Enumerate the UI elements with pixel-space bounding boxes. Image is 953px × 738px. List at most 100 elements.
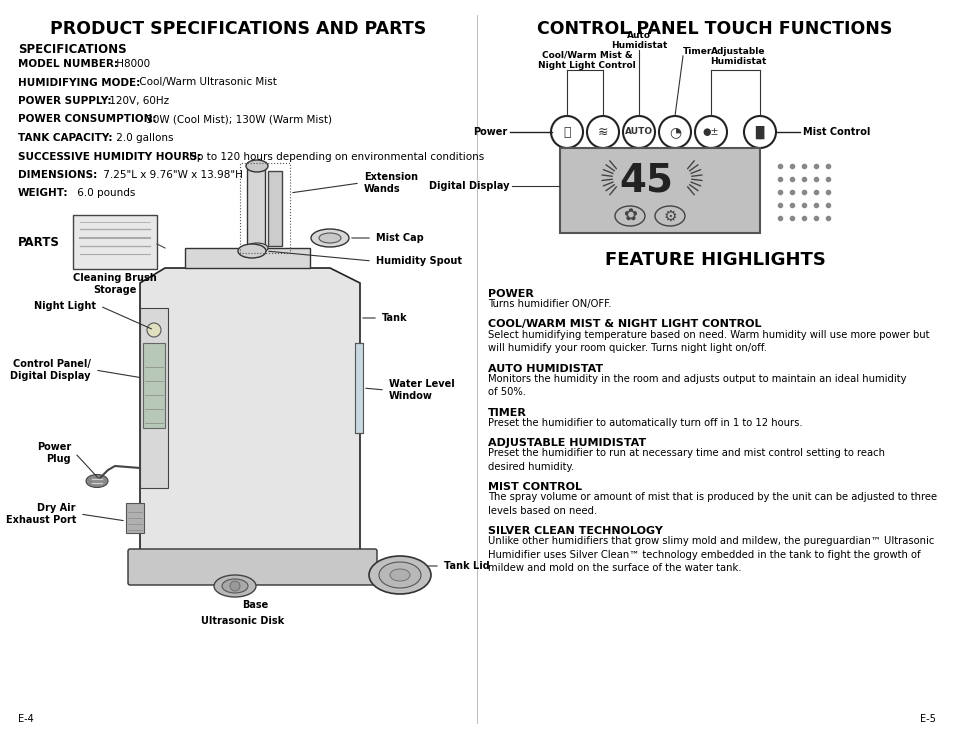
Bar xyxy=(247,168,265,248)
Text: Tank: Tank xyxy=(381,313,407,323)
Text: E-5: E-5 xyxy=(919,714,935,724)
Text: AUTO HUMIDISTAT: AUTO HUMIDISTAT xyxy=(488,364,602,373)
Text: HUMIDIFYING MODE:: HUMIDIFYING MODE: xyxy=(18,77,140,88)
Text: Water Level
Window: Water Level Window xyxy=(389,379,455,401)
Circle shape xyxy=(622,116,655,148)
Circle shape xyxy=(695,116,726,148)
Ellipse shape xyxy=(86,475,108,488)
Text: Cool/Warm Ultrasonic Mist: Cool/Warm Ultrasonic Mist xyxy=(136,77,276,88)
Text: Power
Plug: Power Plug xyxy=(37,442,71,463)
Text: POWER: POWER xyxy=(488,289,534,299)
Circle shape xyxy=(147,323,161,337)
Text: 7.25"L x 9.76"W x 13.98"H: 7.25"L x 9.76"W x 13.98"H xyxy=(100,170,243,180)
FancyBboxPatch shape xyxy=(73,215,157,269)
Text: 45: 45 xyxy=(618,162,672,199)
Text: Tank Lid: Tank Lid xyxy=(443,561,489,571)
Ellipse shape xyxy=(311,229,349,247)
Text: Power: Power xyxy=(473,127,506,137)
Text: Cleaning Brush
Storage: Cleaning Brush Storage xyxy=(73,273,156,294)
Bar xyxy=(355,343,363,433)
Text: Timer: Timer xyxy=(682,47,712,56)
Text: TIMER: TIMER xyxy=(488,407,526,418)
Text: ⚙: ⚙ xyxy=(662,209,676,224)
Text: Dry Air
Exhaust Port: Dry Air Exhaust Port xyxy=(6,503,76,525)
Text: Turns humidifier ON/OFF.: Turns humidifier ON/OFF. xyxy=(488,299,611,309)
Ellipse shape xyxy=(378,562,420,588)
Circle shape xyxy=(230,581,240,591)
Text: DIMENSIONS:: DIMENSIONS: xyxy=(18,170,97,180)
FancyBboxPatch shape xyxy=(128,549,376,585)
Text: POWER CONSUMPTION:: POWER CONSUMPTION: xyxy=(18,114,156,125)
Ellipse shape xyxy=(213,575,255,597)
Ellipse shape xyxy=(246,160,268,172)
Text: levels based on need.: levels based on need. xyxy=(488,506,597,516)
Text: ADJUSTABLE HUMIDISTAT: ADJUSTABLE HUMIDISTAT xyxy=(488,438,645,448)
Text: SPECIFICATIONS: SPECIFICATIONS xyxy=(18,43,127,56)
Text: 6.0 pounds: 6.0 pounds xyxy=(74,188,135,199)
Text: Select humidifying temperature based on need. Warm humidity will use more power : Select humidifying temperature based on … xyxy=(488,329,928,339)
Text: Mist Control: Mist Control xyxy=(802,127,869,137)
Text: COOL/WARM MIST & NIGHT LIGHT CONTROL: COOL/WARM MIST & NIGHT LIGHT CONTROL xyxy=(488,320,760,329)
Bar xyxy=(140,308,168,488)
Text: 2.0 gallons: 2.0 gallons xyxy=(112,133,173,143)
Text: POWER SUPPLY:: POWER SUPPLY: xyxy=(18,96,112,106)
Text: PARTS: PARTS xyxy=(18,236,60,249)
Text: ✿: ✿ xyxy=(622,207,637,225)
Ellipse shape xyxy=(237,244,266,258)
Text: PRODUCT SPECIFICATIONS AND PARTS: PRODUCT SPECIFICATIONS AND PARTS xyxy=(50,20,426,38)
Polygon shape xyxy=(140,268,359,568)
Text: ●±: ●± xyxy=(702,127,719,137)
Text: TANK CAPACITY:: TANK CAPACITY: xyxy=(18,133,112,143)
Circle shape xyxy=(743,116,775,148)
Text: Up to 120 hours depending on environmental conditions: Up to 120 hours depending on environment… xyxy=(186,151,484,162)
Circle shape xyxy=(551,116,582,148)
Text: SUCCESSIVE HUMIDITY HOURS:: SUCCESSIVE HUMIDITY HOURS: xyxy=(18,151,201,162)
Text: Preset the humidifier to automatically turn off in 1 to 12 hours.: Preset the humidifier to automatically t… xyxy=(488,418,801,427)
Bar xyxy=(126,503,144,533)
Text: MODEL NUMBER:: MODEL NUMBER: xyxy=(18,59,118,69)
Text: AUTO: AUTO xyxy=(624,128,653,137)
Text: Humidifier uses Silver Clean™ technology embedded in the tank to fight the growt: Humidifier uses Silver Clean™ technology… xyxy=(488,550,920,559)
Text: Cool/Warm Mist &
Night Light Control: Cool/Warm Mist & Night Light Control xyxy=(537,51,636,70)
Text: H8000: H8000 xyxy=(112,59,150,69)
Ellipse shape xyxy=(390,569,410,581)
Ellipse shape xyxy=(222,579,248,593)
Text: Adjustable
Humidistat: Adjustable Humidistat xyxy=(709,46,765,66)
Text: ⏻: ⏻ xyxy=(562,125,570,139)
Text: MIST CONTROL: MIST CONTROL xyxy=(488,482,581,492)
Text: Control Panel/
Digital Display: Control Panel/ Digital Display xyxy=(10,359,91,381)
Text: mildew and mold on the surface of the water tank.: mildew and mold on the surface of the wa… xyxy=(488,563,740,573)
Text: CONTROL PANEL TOUCH FUNCTIONS: CONTROL PANEL TOUCH FUNCTIONS xyxy=(537,20,892,38)
Text: ◔: ◔ xyxy=(668,125,680,139)
Text: Preset the humidifier to run at necessary time and mist control setting to reach: Preset the humidifier to run at necessar… xyxy=(488,448,884,458)
Text: Ultrasonic Disk: Ultrasonic Disk xyxy=(201,616,284,626)
Text: SILVER CLEAN TECHNOLOGY: SILVER CLEAN TECHNOLOGY xyxy=(488,526,662,536)
Ellipse shape xyxy=(318,233,340,243)
Ellipse shape xyxy=(369,556,431,594)
Text: will humidify your room quicker. Turns night light on/off.: will humidify your room quicker. Turns n… xyxy=(488,343,766,353)
Text: Auto
Humidistat: Auto Humidistat xyxy=(610,30,666,50)
Text: 30W (Cool Mist); 130W (Warm Mist): 30W (Cool Mist); 130W (Warm Mist) xyxy=(143,114,332,125)
Ellipse shape xyxy=(246,243,268,253)
Text: Extension
Wands: Extension Wands xyxy=(364,172,417,194)
Text: of 50%.: of 50%. xyxy=(488,387,525,397)
Text: Unlike other humidifiers that grow slimy mold and mildew, the pureguardian™ Ultr: Unlike other humidifiers that grow slimy… xyxy=(488,536,933,546)
Text: Mist Cap: Mist Cap xyxy=(375,233,423,243)
Text: 120V, 60Hz: 120V, 60Hz xyxy=(106,96,169,106)
Text: FEATURE HIGHLIGHTS: FEATURE HIGHLIGHTS xyxy=(604,251,824,269)
Text: Base: Base xyxy=(242,600,268,610)
Text: Humidity Spout: Humidity Spout xyxy=(375,256,461,266)
Circle shape xyxy=(586,116,618,148)
Text: The spray volume or amount of mist that is produced by the unit can be adjusted : The spray volume or amount of mist that … xyxy=(488,492,936,502)
Text: E-4: E-4 xyxy=(18,714,33,724)
FancyBboxPatch shape xyxy=(559,148,760,233)
Text: Digital Display: Digital Display xyxy=(429,182,510,191)
Polygon shape xyxy=(185,248,310,268)
Text: ▐▌: ▐▌ xyxy=(750,125,769,139)
Text: ≋: ≋ xyxy=(598,125,608,139)
Text: Night Light: Night Light xyxy=(34,301,96,311)
Text: WEIGHT:: WEIGHT: xyxy=(18,188,69,199)
Bar xyxy=(143,343,165,428)
Bar xyxy=(268,171,282,246)
Circle shape xyxy=(659,116,690,148)
